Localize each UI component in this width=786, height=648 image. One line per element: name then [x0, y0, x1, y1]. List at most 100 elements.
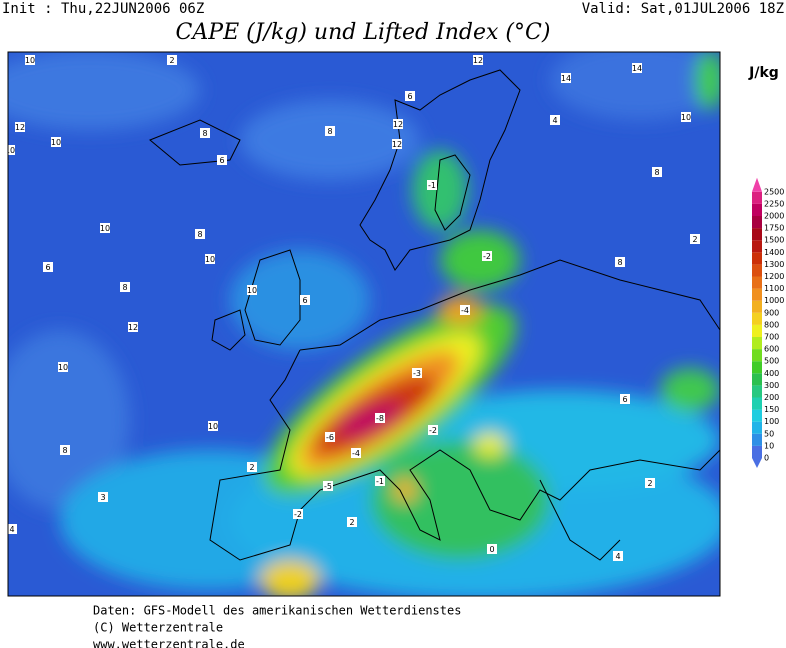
colorbar-box [752, 433, 762, 446]
contour-label-box [58, 362, 68, 372]
colorbar-label: 150 [764, 405, 779, 414]
contour-label-box [15, 122, 25, 132]
contour-label-box [293, 509, 303, 519]
contour-label: 4 [9, 525, 14, 534]
contour-label: -6 [326, 433, 334, 442]
colorbar-label: 1300 [764, 260, 784, 269]
contour-label: 2 [647, 479, 652, 488]
contour-label: 10 [208, 422, 218, 431]
colorbar-label: 1500 [764, 236, 784, 245]
contour-label: 10 [247, 286, 257, 295]
contour-label-box [487, 544, 497, 554]
contour-label: 12 [473, 56, 483, 65]
contour-label-box [25, 55, 35, 65]
colorbar-box [752, 252, 762, 265]
contour-label-box [208, 421, 218, 431]
colorbar-box [752, 228, 762, 241]
colorbar-box [752, 264, 762, 277]
contour-label: 2 [349, 518, 354, 527]
contour-label-box [690, 234, 700, 244]
contour-label-box [323, 481, 333, 491]
coastlines [149, 69, 720, 561]
contour-label-box [561, 73, 571, 83]
colorbar-label: 1200 [764, 272, 784, 281]
colorbar-label: 0 [764, 454, 769, 463]
colorbar-label: 2250 [764, 199, 784, 208]
contour-label-box [100, 223, 110, 233]
contour-label: -2 [294, 510, 302, 519]
contour-label-box [375, 476, 385, 486]
contour-label-box [200, 128, 210, 138]
colorbar-label: 400 [764, 369, 779, 378]
contour-label: 8 [617, 258, 622, 267]
contour-label-box [347, 517, 357, 527]
contour-label-box [167, 55, 177, 65]
init-time: Init : Thu,22JUN2006 06Z [2, 1, 204, 17]
contour-label: 10 [25, 56, 35, 65]
colorbar-box [752, 324, 762, 337]
contour-label-box [550, 115, 560, 125]
contour-label: 6 [219, 156, 224, 165]
contour-label-box [645, 478, 655, 488]
colorbar-label: 1400 [764, 248, 784, 257]
contour-label: 0 [489, 545, 494, 554]
contour-label: 14 [561, 74, 571, 83]
contour-label: 4 [615, 552, 620, 561]
contour-label: 12 [15, 123, 25, 132]
colorbar-label: 500 [764, 357, 779, 366]
contour-label: -3 [413, 369, 421, 378]
colorbar-label: 1100 [764, 284, 784, 293]
colorbar-label: 50 [764, 429, 774, 438]
contour-label: 8 [197, 230, 202, 239]
colorbar-label: 2500 [764, 187, 784, 196]
footer-line: Daten: GFS-Modell des amerikanischen Wet… [93, 604, 461, 618]
contour-label-box [51, 137, 61, 147]
contour-label-box [392, 139, 402, 149]
contour-label-box [120, 282, 130, 292]
contour-label-box [632, 63, 642, 73]
contour-label-box [325, 432, 335, 442]
colorbar-box [752, 373, 762, 386]
contour-label-box [351, 448, 361, 458]
contour-label: 3 [100, 493, 105, 502]
colorbar-label: 300 [764, 381, 779, 390]
contour-label: -1 [376, 477, 384, 486]
colorbar-box [752, 276, 762, 289]
contour-label: 10 [100, 224, 110, 233]
map-frame [7, 51, 721, 597]
colorbar-box [752, 191, 762, 204]
contour-label-box [405, 91, 415, 101]
contour-label-box [195, 229, 205, 239]
contour-label-box [217, 155, 227, 165]
colorbar-box [752, 385, 762, 398]
contour-label-box [615, 257, 625, 267]
footer-line: www.wetterzentrale.de [93, 638, 245, 648]
contour-label: 2 [169, 56, 174, 65]
colorbar-label: 2000 [764, 212, 784, 221]
colorbar-box [752, 216, 762, 229]
contour-label: 12 [392, 140, 402, 149]
contour-label: 10 [51, 138, 61, 147]
map-area: 10 2 12 14 14 12 10 8 12 6 10 8 6 12 -1 4 10 8 10 8 10 6 8 12 10… [8, 52, 720, 596]
contour-label: 2 [692, 235, 697, 244]
contour-label-box [427, 180, 437, 190]
colorbar-label: 100 [764, 417, 779, 426]
colorbar-box [752, 349, 762, 362]
contour-label: 6 [45, 263, 50, 272]
contour-label-box [300, 295, 310, 305]
colorbar-label: 1000 [764, 296, 784, 305]
colorbar-box [752, 409, 762, 422]
contour-label-box [613, 551, 623, 561]
colorbar-label: 900 [764, 308, 779, 317]
contour-label-box [43, 262, 53, 272]
colorbar-box [752, 397, 762, 410]
contour-label-box [460, 305, 470, 315]
contour-label-box [325, 126, 335, 136]
contour-label-box [482, 251, 492, 261]
colorbar-box [752, 337, 762, 350]
contour-label-box [375, 413, 385, 423]
contour-label: -4 [461, 306, 469, 315]
contour-label-box [393, 119, 403, 129]
colorbar-label: 10 [764, 441, 774, 450]
